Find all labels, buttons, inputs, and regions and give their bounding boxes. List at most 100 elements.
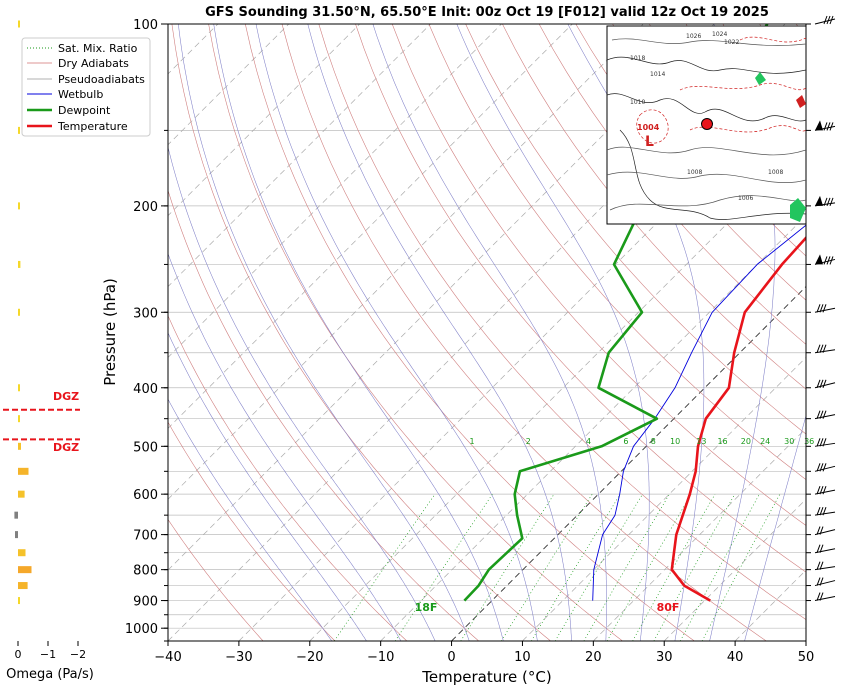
omega-panel: 0 −1 −2 [3, 20, 86, 661]
wind-barb [814, 120, 836, 131]
omega-bar [18, 415, 20, 423]
map-low-value: 1004 [637, 123, 660, 132]
wind-barb-staff [814, 548, 836, 554]
isotherm-line [593, 427, 806, 641]
wind-barb-staff [814, 414, 836, 420]
map-isobar-label-2: 1024 [712, 31, 727, 38]
wind-barb-feather [819, 506, 824, 516]
y-tick-label: 200 [133, 200, 158, 215]
wind-barb-feather [826, 256, 831, 265]
wind-barb [814, 526, 836, 536]
mixing-ratio-line [606, 494, 692, 641]
wind-barb-feather [816, 561, 821, 570]
pseudoadiabat [372, 24, 607, 641]
wind-barb [814, 485, 836, 495]
omega-bar [18, 490, 25, 498]
wind-barb-staff [814, 382, 836, 389]
dry-adiabat [538, 24, 806, 345]
legend-label-temperature: Temperature [57, 120, 128, 133]
wind-barb-feather [816, 463, 821, 472]
x-tick-label: 50 [798, 650, 815, 665]
wind-barb-staff [814, 489, 836, 495]
wind-barb-feather [819, 379, 824, 388]
omega-bar [14, 511, 18, 519]
dry-adiabat [428, 24, 806, 480]
wind-barb-feather [816, 344, 821, 353]
wind-barb-feather [822, 506, 827, 516]
mixing-ratio-label: 20 [741, 437, 751, 446]
x-tick-label: −40 [154, 650, 181, 665]
map-isobar-2 [607, 146, 806, 156]
map-thickness-3 [689, 125, 806, 133]
wind-barb-feather [819, 577, 824, 586]
mixing-ratio-line [701, 494, 781, 641]
map-isobar-3 [607, 171, 806, 184]
wind-barb-feather [829, 122, 834, 131]
mixing-ratio-label: 13 [696, 437, 706, 446]
map-precip-2 [755, 72, 766, 85]
wind-barb-feather [829, 256, 834, 265]
y-tick-label: 1000 [125, 622, 158, 637]
map-isobar-label-6: 1010 [630, 99, 645, 106]
wind-barb-staff [814, 465, 836, 472]
map-location-marker [701, 118, 713, 130]
wind-barb-feather [822, 304, 827, 313]
omega-tick-label: −1 [40, 648, 56, 661]
legend-label-dry: Dry Adiabats [58, 57, 129, 70]
surface-temperature-label: 80F [657, 601, 680, 614]
map-isobar-label-8: 1006 [738, 195, 753, 202]
pseudoadiabat [168, 398, 333, 641]
map-thickness-2 [679, 83, 806, 91]
isotherm-line [309, 144, 806, 641]
mixing-ratio-label: 36 [804, 437, 814, 446]
wind-barb [814, 195, 836, 207]
pseudoadiabat [178, 24, 470, 641]
wind-barb-staff [814, 596, 836, 602]
isotherm-line [168, 24, 786, 641]
dry-adiabat [168, 315, 408, 641]
legend-label-wetbulb: Wetbulb [58, 88, 103, 101]
mixing-ratio-line [394, 494, 493, 641]
mixing-ratio-label: 30 [784, 437, 794, 446]
zero-isotherm [451, 285, 806, 641]
pseudoadiabat [255, 24, 538, 641]
wind-barb-feather [829, 197, 834, 207]
wind-barb-feather [819, 438, 824, 447]
pseudoadiabat [213, 24, 504, 641]
dewpoint-line [463, 24, 769, 602]
omega-bar [18, 126, 20, 134]
wind-barb [814, 410, 836, 420]
omega-bar [18, 566, 32, 574]
wind-barb-feather [816, 592, 821, 601]
wind-barb-feather [822, 379, 827, 388]
isotherm-line [238, 73, 806, 641]
wind-barb-feather [816, 438, 821, 447]
map-thickness-4 [739, 36, 806, 43]
wind-barb-staff [814, 349, 836, 354]
axes: −40 −30 −20 −10 0 10 20 30 40 50 100 200 300 400 500 60… [125, 18, 814, 665]
pseudoadiabat [567, 24, 705, 641]
wind-barb-feather [822, 463, 827, 472]
isotherm-line [663, 498, 806, 641]
wind-barb-feather [819, 304, 824, 313]
wind-barb-feather [816, 379, 821, 388]
wind-barb-feather [819, 463, 824, 472]
dry-adiabat [171, 24, 551, 641]
wind-barb-feather [823, 15, 828, 25]
x-tick-label: 30 [656, 650, 673, 665]
mixing-ratio-line [554, 494, 643, 641]
mixing-ratio-label: 16 [717, 437, 727, 446]
mixing-ratio-line [460, 494, 555, 641]
wind-barb-feather [819, 592, 824, 601]
wind-barbs [805, 15, 836, 641]
surface-dewpoint-label: 18F [415, 601, 438, 614]
isotherm-line [522, 356, 806, 641]
y-tick-label: 800 [133, 564, 158, 579]
pseudoadiabat [456, 24, 650, 641]
wind-barb [814, 438, 836, 447]
pseudoadiabat [168, 332, 367, 641]
omega-bar [18, 442, 21, 450]
wind-barb-feather [819, 561, 824, 570]
map-isobar-label-1: 1026 [686, 33, 701, 40]
